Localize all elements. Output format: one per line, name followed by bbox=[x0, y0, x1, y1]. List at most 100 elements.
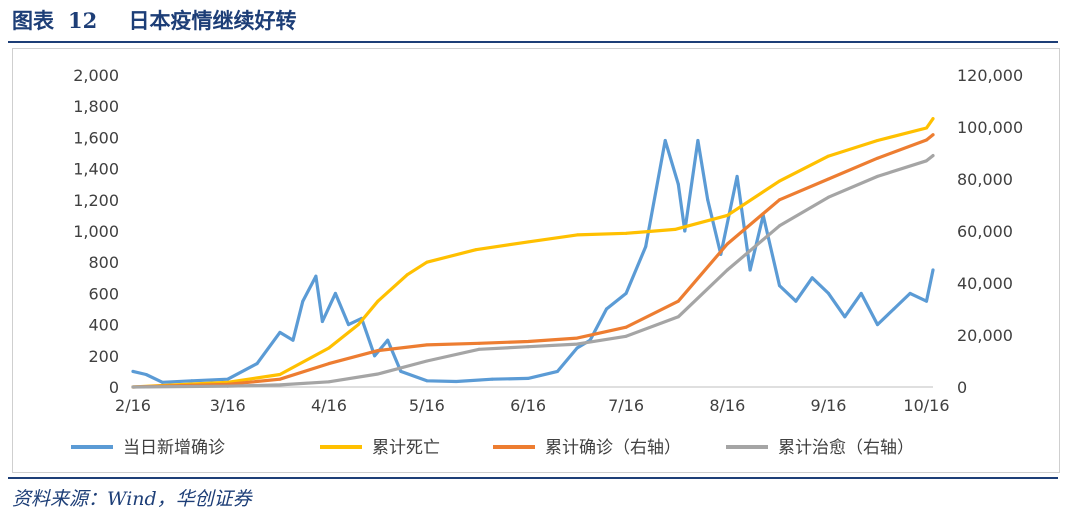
figure-title-text: 日本疫情继续好转 bbox=[128, 8, 297, 33]
data-point-1-17 bbox=[924, 126, 928, 130]
source-divider bbox=[8, 477, 1058, 479]
data-point-0-5 bbox=[255, 362, 259, 366]
x-tick-label: 7/16 bbox=[608, 396, 644, 415]
y-right-tick-label: 100,000 bbox=[957, 118, 1023, 137]
y-left-tick-label: 1,000 bbox=[73, 222, 119, 241]
data-point-2-13 bbox=[778, 198, 782, 202]
y-right-tick-label: 120,000 bbox=[957, 66, 1023, 85]
data-point-0-10 bbox=[320, 319, 324, 323]
data-point-2-15 bbox=[875, 156, 879, 160]
data-point-0-1 bbox=[144, 373, 148, 377]
data-point-1-16 bbox=[875, 139, 879, 143]
legend-label-1: 累计死亡 bbox=[372, 438, 440, 458]
data-point-0-44 bbox=[908, 291, 912, 295]
data-point-0-16 bbox=[399, 369, 403, 373]
line-chart: 0 200 400 600 800 1,000 1,200 1,400 1,600 1,800 2,… bbox=[71, 66, 1023, 458]
data-point-0-15 bbox=[386, 338, 390, 342]
chart-frame: 0 200 400 600 800 1,000 1,200 1,400 1,600 1,800 2,… bbox=[12, 48, 1060, 473]
x-tick-label: 3/16 bbox=[210, 396, 246, 415]
figure-title: 图表 12 日本疫情继续好转 bbox=[12, 6, 297, 36]
data-point-3-14 bbox=[875, 174, 879, 178]
title-divider bbox=[8, 41, 1058, 43]
data-point-1-15 bbox=[827, 154, 831, 158]
data-point-0-2 bbox=[160, 380, 164, 384]
data-point-3-15 bbox=[924, 159, 928, 163]
legend-label-2: 累计确诊（右轴） bbox=[545, 438, 681, 458]
data-point-1-4 bbox=[356, 323, 360, 327]
data-point-3-8 bbox=[575, 342, 579, 346]
data-point-2-12 bbox=[725, 242, 729, 246]
data-point-0-11 bbox=[333, 291, 337, 295]
data-point-0-0 bbox=[131, 369, 135, 373]
data-point-0-25 bbox=[624, 291, 628, 295]
data-point-1-9 bbox=[526, 240, 530, 244]
figure-label: 图表 bbox=[12, 8, 54, 33]
y-left-tick-label: 1,200 bbox=[73, 191, 119, 210]
data-point-1-3 bbox=[327, 346, 331, 350]
data-point-3-6 bbox=[477, 347, 481, 351]
data-point-1-13 bbox=[725, 213, 729, 217]
data-point-3-0 bbox=[131, 385, 135, 389]
data-point-3-2 bbox=[278, 383, 282, 387]
y-right-tick-label: 60,000 bbox=[957, 222, 1013, 241]
data-point-0-29 bbox=[683, 229, 687, 233]
y-right-tick-label: 40,000 bbox=[957, 274, 1013, 293]
data-point-0-12 bbox=[347, 323, 351, 327]
data-point-0-33 bbox=[735, 174, 739, 178]
y-right-tick-label: 20,000 bbox=[957, 326, 1013, 345]
data-point-2-7 bbox=[477, 341, 481, 345]
data-point-1-8 bbox=[474, 248, 478, 252]
y-left-tick-label: 0 bbox=[109, 378, 119, 397]
x-tick-label: 6/16 bbox=[510, 396, 546, 415]
y-left-tick-label: 800 bbox=[88, 253, 119, 272]
data-point-2-11 bbox=[676, 299, 680, 303]
y-right-tick-label: 0 bbox=[957, 378, 967, 397]
x-tick-label: 8/16 bbox=[709, 396, 745, 415]
data-point-0-34 bbox=[748, 268, 752, 272]
data-point-0-36 bbox=[778, 284, 782, 288]
data-point-3-5 bbox=[425, 359, 429, 363]
data-point-0-28 bbox=[676, 182, 680, 186]
y-left-tick-label: 1,600 bbox=[73, 128, 119, 147]
data-point-2-9 bbox=[575, 336, 579, 340]
data-point-0-43 bbox=[892, 307, 896, 311]
data-point-2-17 bbox=[931, 133, 935, 137]
data-point-3-13 bbox=[827, 195, 831, 199]
data-point-0-19 bbox=[490, 377, 494, 381]
data-point-1-5 bbox=[376, 299, 380, 303]
series-line-3 bbox=[131, 153, 935, 389]
data-point-3-9 bbox=[624, 334, 628, 338]
data-point-2-3 bbox=[278, 377, 282, 381]
data-point-1-6 bbox=[405, 273, 409, 277]
y-left-tick-label: 1,400 bbox=[73, 160, 119, 179]
legend-label-0: 当日新增确诊 bbox=[123, 438, 225, 458]
x-tick-label: 5/16 bbox=[409, 396, 445, 415]
data-point-0-42 bbox=[875, 323, 879, 327]
data-point-1-12 bbox=[673, 227, 677, 231]
data-point-2-4 bbox=[327, 362, 331, 366]
data-point-0-21 bbox=[555, 369, 559, 373]
data-point-0-26 bbox=[644, 245, 648, 249]
y-left-tick-label: 400 bbox=[88, 316, 119, 335]
data-point-3-10 bbox=[676, 315, 680, 319]
data-point-3-3 bbox=[327, 380, 331, 384]
data-point-0-9 bbox=[314, 274, 318, 278]
x-tick-label: 9/16 bbox=[811, 396, 847, 415]
data-point-0-7 bbox=[291, 338, 295, 342]
data-point-0-46 bbox=[931, 268, 935, 272]
data-point-1-18 bbox=[931, 117, 935, 121]
y-left-tick-label: 200 bbox=[88, 347, 119, 366]
data-point-2-6 bbox=[425, 343, 429, 347]
data-point-0-8 bbox=[301, 299, 305, 303]
x-tick-label: 2/16 bbox=[115, 396, 151, 415]
data-point-0-4 bbox=[226, 377, 230, 381]
data-point-1-14 bbox=[778, 179, 782, 183]
data-point-2-8 bbox=[526, 340, 530, 343]
data-point-0-38 bbox=[810, 276, 814, 280]
data-point-1-7 bbox=[425, 260, 429, 264]
data-point-3-11 bbox=[725, 268, 729, 272]
data-point-0-14 bbox=[373, 354, 377, 358]
data-point-0-31 bbox=[706, 198, 710, 202]
data-point-0-24 bbox=[604, 307, 608, 311]
data-point-3-16 bbox=[931, 154, 935, 158]
